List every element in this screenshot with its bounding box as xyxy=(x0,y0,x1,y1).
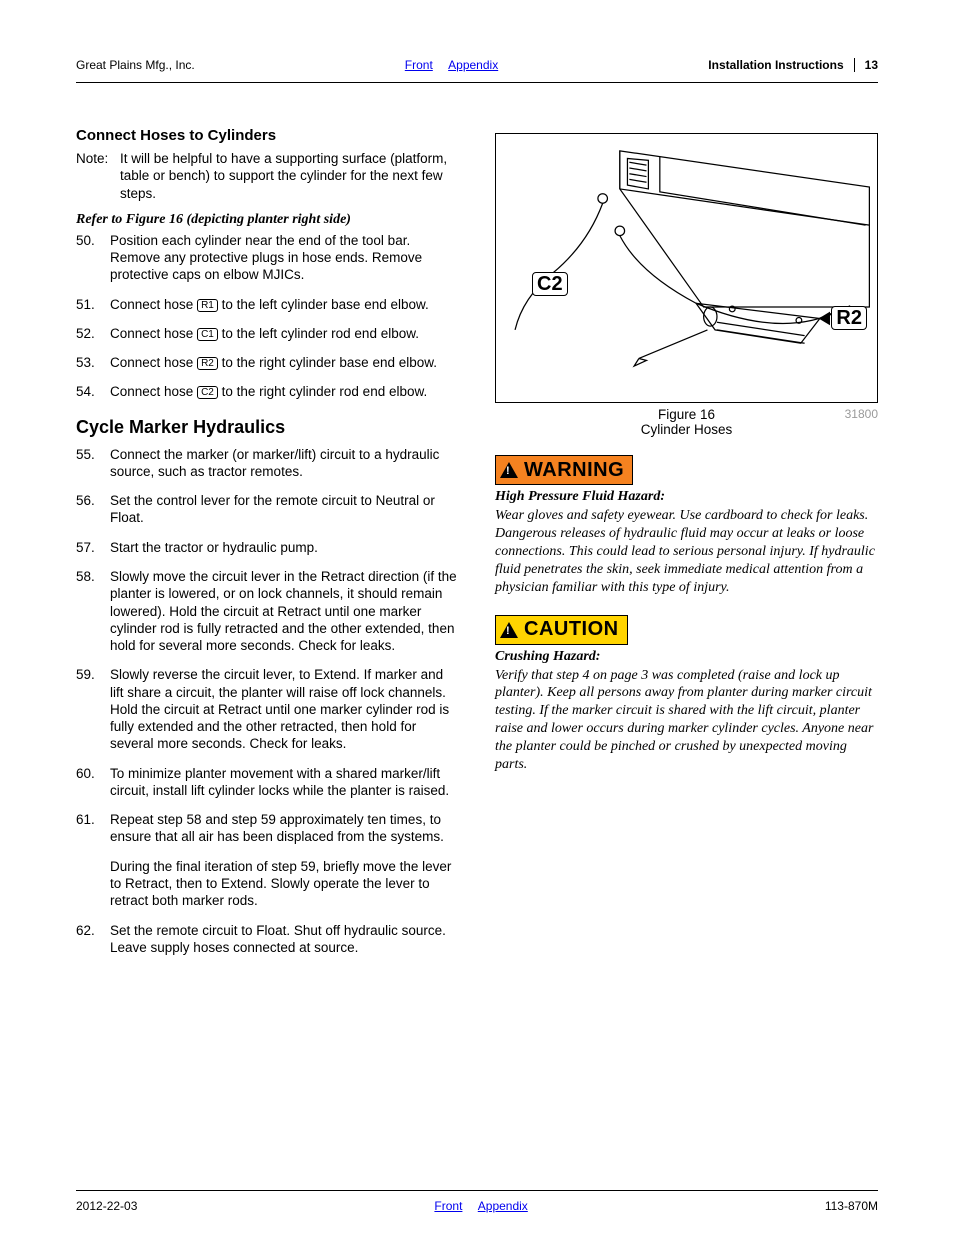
caution-badge: CAUTION xyxy=(495,615,628,645)
step-body: Connect hose C1 to the left cylinder rod… xyxy=(110,325,459,342)
step-item: 54.Connect hose C2 to the right cylinder… xyxy=(76,383,459,400)
figure-callout-c2: C2 xyxy=(532,272,568,296)
warning-badge-text: WARNING xyxy=(524,459,624,482)
section-title-cycle: Cycle Marker Hydraulics xyxy=(76,417,459,438)
hose-tag: R2 xyxy=(197,357,218,370)
step-number: 50. xyxy=(76,232,110,284)
section-title-connect: Connect Hoses to Cylinders xyxy=(76,127,459,144)
footer-link-appendix[interactable]: Appendix xyxy=(478,1199,528,1213)
caution-title: Crushing Hazard: xyxy=(495,649,878,665)
footer-date: 2012-22-03 xyxy=(76,1199,137,1213)
content-columns: Connect Hoses to Cylinders Note: It will… xyxy=(76,127,878,968)
note-label: Note: xyxy=(76,150,120,202)
step-number: 60. xyxy=(76,765,110,800)
step-number: 51. xyxy=(76,296,110,313)
step-item: 53.Connect hose R2 to the right cylinder… xyxy=(76,354,459,371)
figure-caption-text: Cylinder Hoses xyxy=(641,422,733,437)
footer-nav: Front Appendix xyxy=(137,1199,824,1213)
warning-body: Wear gloves and safety eyewear. Use card… xyxy=(495,507,878,597)
figure-box: C2 R2 xyxy=(495,133,878,403)
step-item: 58.Slowly move the circuit lever in the … xyxy=(76,568,459,654)
figure-svg xyxy=(496,134,877,402)
figure-label: Figure 16 xyxy=(658,407,715,422)
step-item: 62. Set the remote circuit to Float. Shu… xyxy=(76,922,459,957)
note-row: Note: It will be helpful to have a suppo… xyxy=(76,150,459,202)
steps-list-a: 50.Position each cylinder near the end o… xyxy=(76,232,459,401)
step-number: 62. xyxy=(76,922,110,957)
step-body: Set the remote circuit to Float. Shut of… xyxy=(110,922,459,957)
step-item: 56.Set the control lever for the remote … xyxy=(76,492,459,527)
figure-caption: Figure 16 31800 Cylinder Hoses xyxy=(495,407,878,437)
step-body: Set the control lever for the remote cir… xyxy=(110,492,459,527)
header-company: Great Plains Mfg., Inc. xyxy=(76,58,195,72)
warning-badge: WARNING xyxy=(495,455,633,485)
header-link-front[interactable]: Front xyxy=(405,58,433,72)
caution-triangle-icon xyxy=(500,622,518,638)
caution-badge-text: CAUTION xyxy=(524,618,619,641)
step-item: 51.Connect hose R1 to the left cylinder … xyxy=(76,296,459,313)
refer-line: Refer to Figure 16 (depicting planter ri… xyxy=(76,212,459,228)
hose-tag: C2 xyxy=(197,386,218,399)
step-number: 57. xyxy=(76,539,110,556)
left-column: Connect Hoses to Cylinders Note: It will… xyxy=(76,127,459,968)
page-footer: 2012-22-03 Front Appendix 113-870M xyxy=(76,1199,878,1213)
footer-rule xyxy=(76,1190,878,1191)
step-body: To minimize planter movement with a shar… xyxy=(110,765,459,800)
header-section: Installation Instructions xyxy=(708,58,843,72)
step-body: Connect the marker (or marker/lift) circ… xyxy=(110,446,459,481)
page-header: Great Plains Mfg., Inc. Front Appendix I… xyxy=(76,58,878,80)
step-number: 59. xyxy=(76,666,110,752)
step-number: 52. xyxy=(76,325,110,342)
header-link-appendix[interactable]: Appendix xyxy=(448,58,498,72)
step-number: 55. xyxy=(76,446,110,481)
page-number: 13 xyxy=(854,58,878,72)
header-rule xyxy=(76,82,878,83)
step-item: 55.Connect the marker (or marker/lift) c… xyxy=(76,446,459,481)
step-number: 58. xyxy=(76,568,110,654)
step-number: 61. xyxy=(76,811,110,909)
step-body: Connect hose R1 to the left cylinder bas… xyxy=(110,296,459,313)
step-body: Position each cylinder near the end of t… xyxy=(110,232,459,284)
step-body: Start the tractor or hydraulic pump. xyxy=(110,539,459,556)
page: Great Plains Mfg., Inc. Front Appendix I… xyxy=(0,0,954,1235)
step-item: 57.Start the tractor or hydraulic pump. xyxy=(76,539,459,556)
step-number: 53. xyxy=(76,354,110,371)
step-item: 52.Connect hose C1 to the left cylinder … xyxy=(76,325,459,342)
step-item: 50.Position each cylinder near the end o… xyxy=(76,232,459,284)
step-body: Slowly move the circuit lever in the Ret… xyxy=(110,568,459,654)
figure-callout-r2: R2 xyxy=(831,306,867,330)
right-column: C2 R2 Figure 16 31800 Cylinder Hoses WAR… xyxy=(495,127,878,968)
step-body: Connect hose R2 to the right cylinder ba… xyxy=(110,354,459,371)
note-text: It will be helpful to have a supporting … xyxy=(120,150,459,202)
step-body: Repeat step 58 and step 59 approximately… xyxy=(110,811,459,909)
header-nav: Front Appendix xyxy=(195,58,709,72)
step-number: 56. xyxy=(76,492,110,527)
caution-body: Verify that step 4 on page 3 was complet… xyxy=(495,667,878,774)
warning-title: High Pressure Fluid Hazard: xyxy=(495,489,878,505)
step-body: Connect hose C2 to the right cylinder ro… xyxy=(110,383,459,400)
step-item: 61.Repeat step 58 and step 59 approximat… xyxy=(76,811,459,909)
step-body: Slowly reverse the circuit lever, to Ext… xyxy=(110,666,459,752)
steps-list-b: 55.Connect the marker (or marker/lift) c… xyxy=(76,446,459,956)
figure-ref-number: 31800 xyxy=(845,407,878,421)
step-item: 59.Slowly reverse the circuit lever, to … xyxy=(76,666,459,752)
footer-doc-code: 113-870M xyxy=(825,1199,878,1213)
header-right: Installation Instructions 13 xyxy=(708,58,878,72)
hose-tag: R1 xyxy=(197,299,218,312)
warning-triangle-icon xyxy=(500,462,518,478)
footer-link-front[interactable]: Front xyxy=(434,1199,462,1213)
step-number: 54. xyxy=(76,383,110,400)
hose-tag: C1 xyxy=(197,328,218,341)
step-item: 60.To minimize planter movement with a s… xyxy=(76,765,459,800)
